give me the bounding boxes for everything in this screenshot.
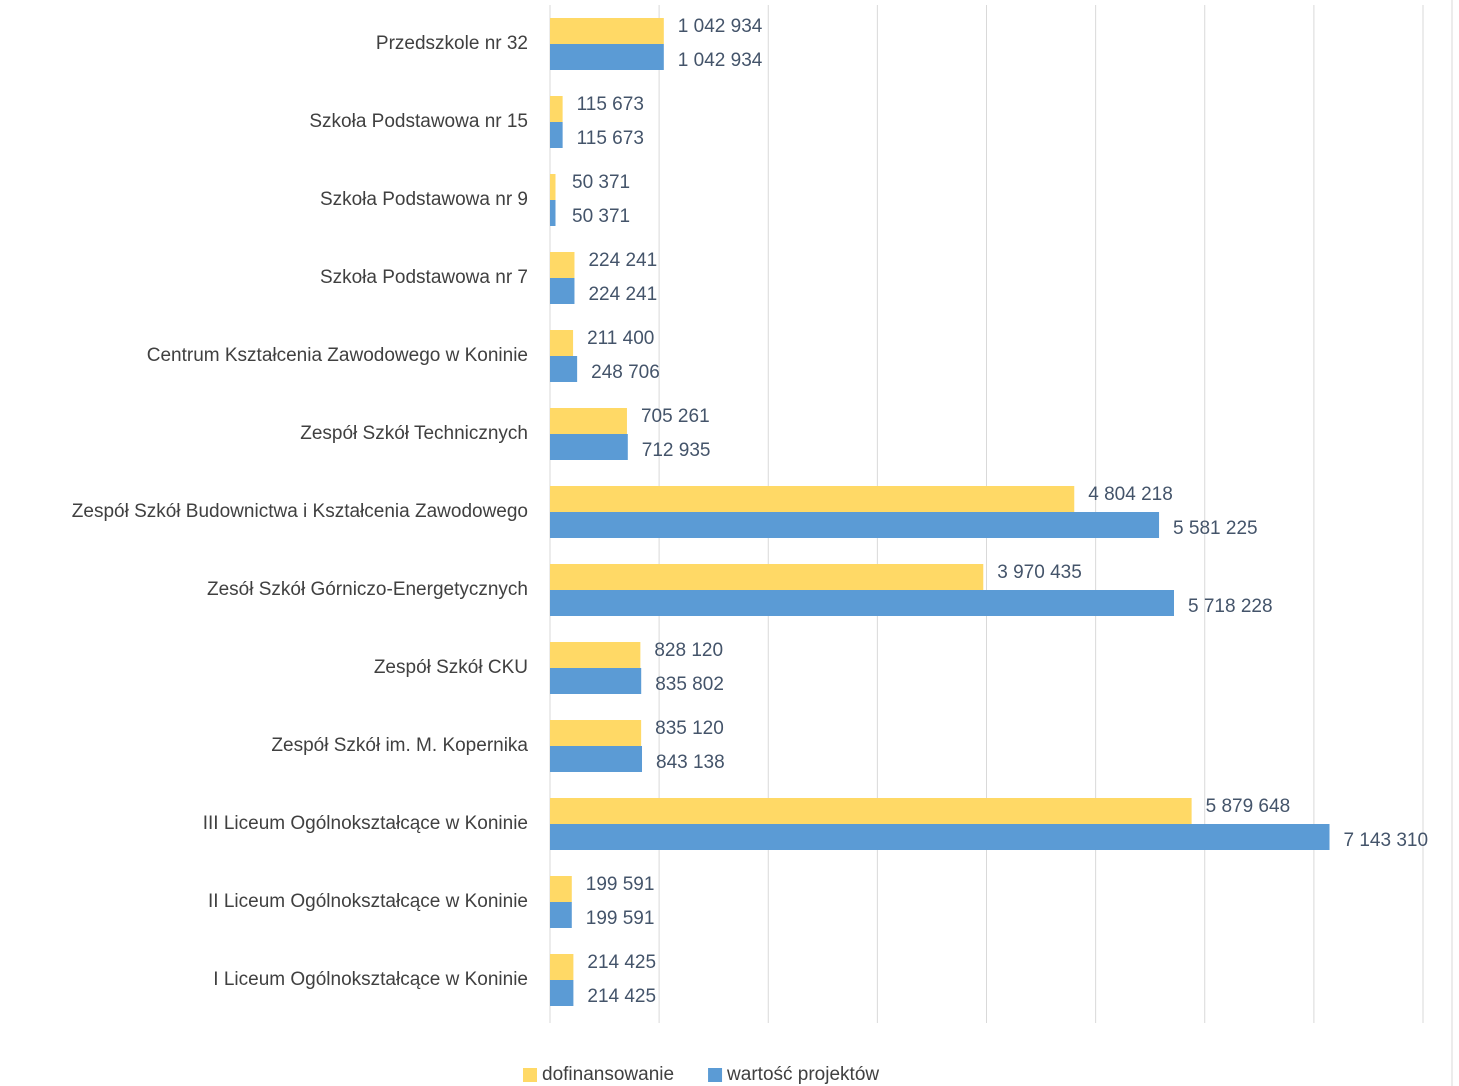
y-tick-label: Przedszkole nr 32: [376, 33, 528, 54]
bar: [550, 512, 1160, 538]
bar: [550, 564, 984, 590]
y-tick-label: Zespół Szkół im. M. Kopernika: [271, 735, 528, 756]
data-label: 115 673: [577, 94, 644, 115]
data-label: 835 802: [655, 674, 724, 695]
bar: [550, 434, 628, 460]
legend-swatch: [708, 1068, 723, 1082]
data-label: 5 581 225: [1173, 518, 1258, 539]
data-label: 211 400: [587, 328, 654, 349]
bar: [550, 44, 664, 70]
y-tick-label: Zespół Szkół Technicznych: [300, 423, 528, 444]
bar: [550, 96, 563, 122]
y-tick-label: III Liceum Ogólnokształcące w Koninie: [203, 813, 528, 834]
bar: [550, 746, 643, 772]
data-label: 4 804 218: [1088, 484, 1173, 505]
data-label: 248 706: [591, 362, 660, 383]
data-label: 224 241: [588, 284, 657, 305]
data-label: 3 970 435: [997, 562, 1082, 583]
legend-label: wartość projektów: [726, 1064, 879, 1085]
bar: [550, 876, 572, 902]
bar: [550, 590, 1175, 616]
data-label: 712 935: [642, 440, 711, 461]
bar: [550, 278, 575, 304]
data-label: 843 138: [656, 752, 725, 773]
y-tick-label: Szkoła Podstawowa nr 9: [320, 189, 528, 210]
bar: [550, 980, 574, 1006]
legend-label: dofinansowanie: [542, 1064, 674, 1085]
bar: [550, 200, 556, 226]
y-tick-label: Szkoła Podstawowa nr 7: [320, 267, 528, 288]
data-label: 199 591: [586, 908, 655, 929]
data-label: 5 718 228: [1188, 596, 1273, 617]
y-tick-label: Zesół Szkół Górniczo-Energetycznych: [207, 579, 528, 600]
y-tick-label: Zespół Szkół Budownictwa i Kształcenia Z…: [72, 501, 528, 522]
data-label: 50 371: [572, 206, 630, 227]
data-label: 705 261: [641, 406, 710, 427]
bar: [550, 902, 572, 928]
bar: [550, 122, 563, 148]
y-tick-label: Centrum Kształcenia Zawodowego w Koninie: [147, 345, 528, 366]
bar: [550, 954, 574, 980]
bar: [550, 798, 1192, 824]
bar: [550, 18, 664, 44]
data-label: 5 879 648: [1206, 796, 1291, 817]
bar: [550, 642, 641, 668]
legend-swatch: [523, 1068, 537, 1082]
data-label: 199 591: [586, 874, 655, 895]
y-tick-label: II Liceum Ogólnokształcące w Koninie: [208, 891, 528, 912]
data-label: 828 120: [654, 640, 723, 661]
bar: [550, 330, 574, 356]
data-label: 214 425: [587, 986, 656, 1007]
y-tick-label: I Liceum Ogólnokształcące w Koninie: [213, 969, 528, 990]
data-label: 7 143 310: [1344, 830, 1429, 851]
bar: [550, 356, 578, 382]
data-label: 835 120: [655, 718, 724, 739]
bar: [550, 408, 627, 434]
bar: [550, 668, 642, 694]
data-label: 224 241: [588, 250, 657, 271]
bar: [550, 720, 642, 746]
data-label: 214 425: [587, 952, 656, 973]
bar: [550, 252, 575, 278]
y-tick-label: Szkoła Podstawowa nr 15: [309, 111, 528, 132]
bar: [550, 174, 556, 200]
data-label: 1 042 934: [678, 50, 763, 71]
bar: [550, 486, 1075, 512]
y-tick-label: Zespół Szkół CKU: [374, 657, 528, 678]
data-label: 50 371: [572, 172, 630, 193]
bar: [550, 824, 1330, 850]
data-label: 1 042 934: [678, 16, 763, 37]
data-label: 115 673: [577, 128, 644, 149]
